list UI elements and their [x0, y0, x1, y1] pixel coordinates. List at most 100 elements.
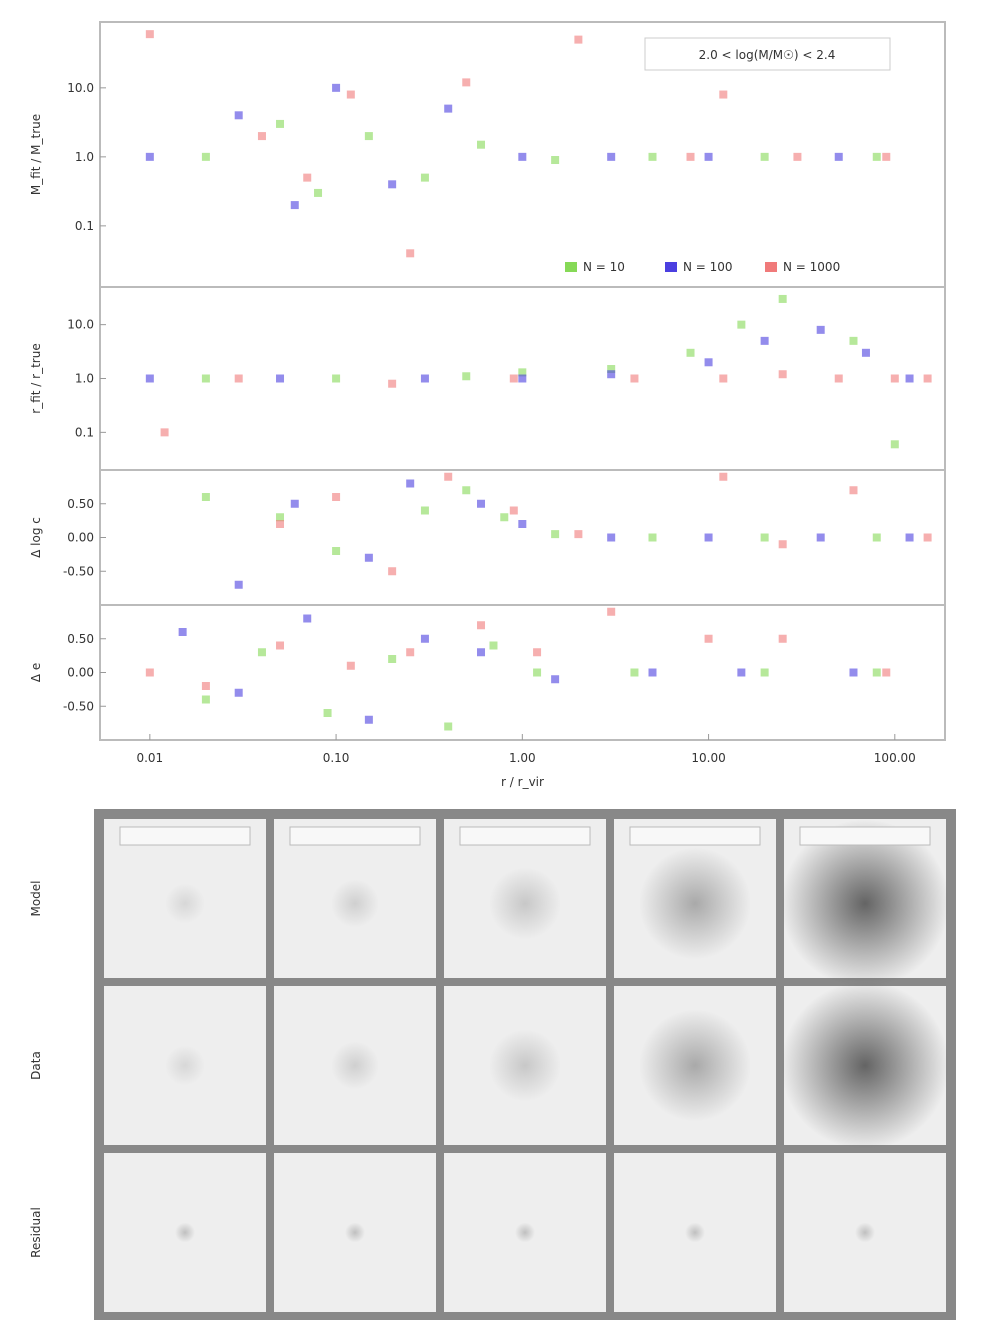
y-axis-label: M_fit / M_true — [29, 114, 43, 195]
y-tick-label: 1.0 — [75, 150, 94, 164]
point — [420, 506, 429, 515]
y-tick-label: 10.0 — [67, 81, 94, 95]
point — [462, 486, 471, 495]
point — [607, 365, 616, 374]
image-blob — [331, 879, 379, 928]
point — [332, 493, 341, 501]
point — [533, 648, 542, 657]
image-blob — [639, 847, 751, 960]
point — [477, 621, 486, 630]
point — [518, 152, 527, 161]
point — [923, 374, 932, 383]
point — [890, 440, 899, 449]
y-axis-label: Δ e — [29, 663, 43, 682]
point — [704, 533, 713, 542]
point — [704, 152, 713, 161]
y-tick-label: -0.50 — [63, 699, 94, 713]
point — [388, 655, 397, 663]
point — [364, 553, 373, 562]
image-blob — [489, 867, 561, 940]
point — [332, 83, 341, 92]
point — [290, 201, 299, 210]
point — [905, 374, 914, 383]
point — [201, 374, 210, 383]
point — [346, 661, 355, 670]
point — [323, 709, 332, 717]
point — [178, 628, 187, 636]
point — [607, 533, 616, 542]
point — [574, 35, 583, 44]
point — [872, 152, 881, 161]
point — [420, 634, 429, 643]
y-axis-label: r_fit / r_true — [29, 343, 43, 413]
point — [201, 682, 210, 690]
point — [444, 104, 453, 113]
point — [834, 152, 843, 161]
point — [778, 294, 787, 303]
point — [630, 374, 639, 383]
x-tick-label: 1.00 — [509, 751, 536, 765]
point — [737, 668, 746, 677]
legend-label: N = 10 — [583, 260, 625, 274]
point — [257, 648, 266, 657]
image-blob — [165, 1045, 205, 1086]
image-blob — [489, 1029, 561, 1102]
y-tick-label: 0.00 — [67, 666, 94, 680]
point — [882, 152, 891, 161]
point — [760, 533, 769, 542]
point — [607, 370, 616, 379]
point — [719, 472, 728, 481]
point — [332, 547, 341, 555]
point — [793, 152, 802, 161]
legend-swatch — [565, 262, 577, 272]
point — [704, 358, 713, 367]
image-blob — [781, 819, 949, 988]
point — [364, 132, 373, 141]
point — [276, 513, 285, 522]
point — [905, 533, 914, 542]
point — [462, 78, 471, 87]
point — [477, 648, 486, 657]
y-tick-label: 0.50 — [67, 632, 94, 646]
point — [719, 374, 728, 383]
point — [234, 688, 243, 697]
point — [872, 533, 881, 542]
point — [778, 634, 787, 643]
point — [648, 152, 657, 161]
annotation-box — [644, 37, 891, 71]
point — [574, 530, 583, 539]
image-blob — [781, 981, 949, 1150]
point — [686, 152, 695, 161]
point — [760, 336, 769, 345]
image-blob — [855, 1222, 875, 1243]
point — [234, 111, 243, 120]
row-label: Residual — [29, 1207, 43, 1258]
point — [551, 530, 560, 539]
point — [489, 641, 498, 650]
y-tick-label: 10.0 — [67, 318, 94, 332]
x-tick-label: 0.01 — [136, 751, 163, 765]
point — [607, 607, 616, 616]
point — [145, 152, 154, 161]
point — [849, 486, 858, 495]
column-header — [799, 826, 931, 846]
row-label: Model — [29, 880, 43, 916]
point — [648, 533, 657, 542]
legend-label: N = 100 — [683, 260, 733, 274]
point — [276, 119, 285, 128]
x-tick-label: 0.10 — [323, 751, 350, 765]
point — [834, 374, 843, 383]
point — [686, 348, 695, 357]
point — [533, 668, 542, 677]
legend-swatch — [765, 262, 777, 272]
image-blob — [639, 1009, 751, 1122]
image-blob — [345, 1222, 365, 1243]
point — [314, 188, 323, 197]
point — [760, 668, 769, 677]
point — [145, 30, 154, 39]
image-blob — [165, 883, 205, 924]
point — [276, 374, 285, 383]
point — [444, 472, 453, 481]
